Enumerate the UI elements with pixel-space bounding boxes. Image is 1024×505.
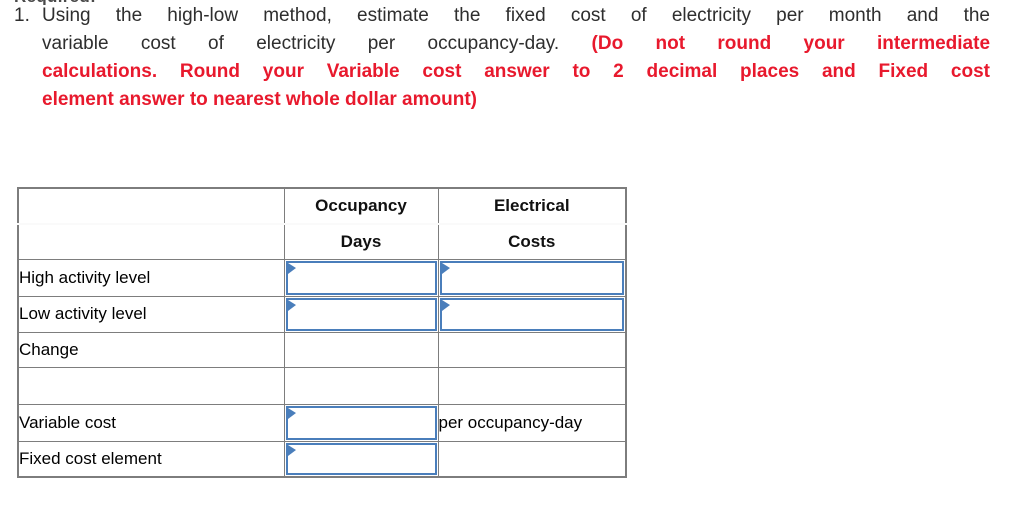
change-days-cell [283, 331, 439, 368]
low-costs-input[interactable] [441, 299, 622, 329]
high-days-cell [283, 258, 439, 297]
low-days-input[interactable] [287, 299, 435, 329]
variable-cost-input[interactable] [287, 407, 435, 438]
high-costs-input[interactable] [441, 262, 622, 293]
question-line3-red: calculations. Round your Variable cost a… [42, 61, 990, 82]
row-fixed-cost: Fixed cost element [17, 440, 627, 478]
spacer-row [17, 366, 627, 405]
question-number: 1. [14, 5, 30, 26]
question-line1-text: Using the high-low method, estimate the … [42, 5, 990, 26]
low-costs-input-box [439, 297, 624, 331]
input-flag-icon [287, 262, 296, 274]
row-label-fixed-cost: Fixed cost element [17, 440, 285, 478]
spacer-cell [17, 366, 285, 405]
per-occupancy-day-label: per occupancy-day [437, 403, 627, 442]
change-costs-cell [437, 331, 627, 368]
input-flag-icon [441, 262, 450, 274]
header-electrical: Electrical [437, 187, 627, 225]
question-line4-red: element answer to nearest whole dollar a… [42, 89, 477, 110]
question-line-2: variable cost of electricity per occupan… [42, 30, 990, 58]
row-variable-cost: Variable cost per occupancy-day [17, 403, 627, 442]
row-change: Change [17, 331, 627, 368]
row-label-change: Change [17, 331, 285, 368]
spacer-cell [437, 366, 627, 405]
question-line2-black: variable cost of electricity per occupan… [42, 33, 560, 54]
header-blank-cell [17, 223, 285, 260]
fixed-cost-empty-cell [437, 440, 627, 478]
low-days-input-box [285, 297, 437, 331]
fixed-cost-cell [283, 440, 439, 478]
question-line-4: element answer to nearest whole dollar a… [42, 86, 990, 114]
question-block: 1. Using the high-low method, estimate t… [14, 2, 990, 114]
spacer-cell [283, 366, 439, 405]
required-label-text: Required: [14, 0, 96, 5]
header-row-1: Occupancy Electrical [17, 187, 627, 225]
row-low-activity: Low activity level [17, 295, 627, 333]
question-line-3: calculations. Round your Variable cost a… [42, 58, 990, 86]
low-costs-cell [437, 295, 627, 333]
high-costs-cell [437, 258, 627, 297]
variable-cost-cell [283, 403, 439, 442]
question-line-1: Using the high-low method, estimate the … [42, 2, 990, 30]
row-label-variable-cost: Variable cost [17, 403, 285, 442]
header-occupancy: Occupancy [283, 187, 439, 225]
header-costs: Costs [437, 223, 627, 260]
high-days-input-box [285, 260, 437, 295]
question-text: Using the high-low method, estimate the … [42, 2, 990, 114]
header-blank-cell [17, 187, 285, 225]
input-flag-icon [441, 299, 450, 311]
high-low-table: Occupancy Electrical Days Costs High act… [17, 187, 627, 478]
header-days: Days [283, 223, 439, 260]
fixed-cost-input-box [285, 442, 437, 475]
input-flag-icon [287, 299, 296, 311]
high-days-input[interactable] [287, 262, 435, 293]
row-label-low-activity: Low activity level [17, 295, 285, 333]
high-costs-input-box [439, 260, 624, 295]
header-row-2: Days Costs [17, 223, 627, 260]
fixed-cost-input[interactable] [287, 444, 435, 473]
required-label-cutoff: Required: [14, 0, 174, 5]
row-label-high-activity: High activity level [17, 258, 285, 297]
variable-cost-input-box [285, 405, 437, 440]
low-days-cell [283, 295, 439, 333]
input-flag-icon [287, 407, 296, 419]
question-line2-red: (Do not round your intermediate [591, 33, 991, 54]
row-high-activity: High activity level [17, 258, 627, 297]
input-flag-icon [287, 444, 296, 456]
